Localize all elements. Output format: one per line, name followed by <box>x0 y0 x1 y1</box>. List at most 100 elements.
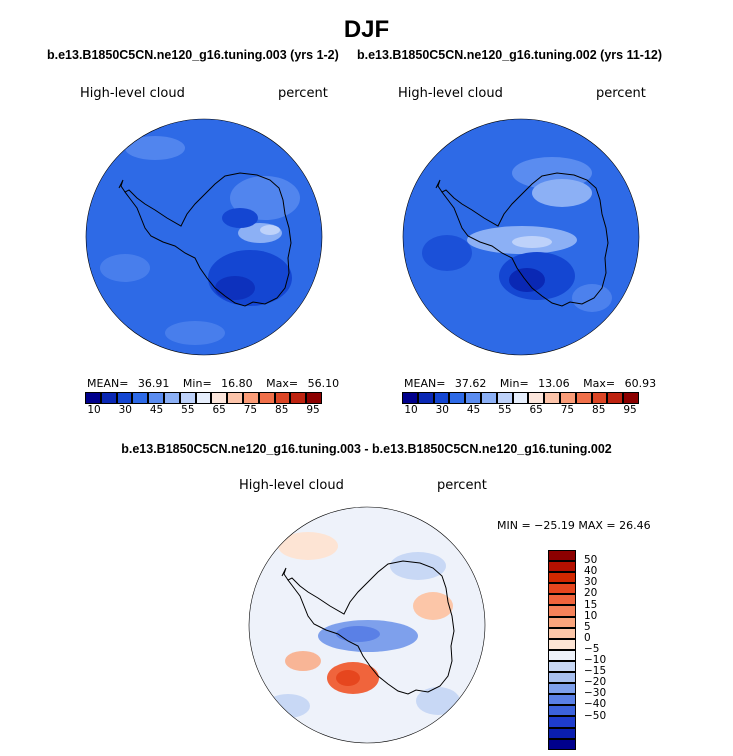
panel3-units-label: percent <box>437 478 487 493</box>
diff-colorbar-swatch <box>548 660 576 673</box>
diff-colorbar-swatch <box>548 616 576 628</box>
diff-colorbar-tick-label: 30 <box>584 576 598 589</box>
colorbar-tick-label: 65 <box>529 404 543 416</box>
diff-colorbar-tick-label: −5 <box>584 642 600 655</box>
panel3-minmax-text: MIN = −25.19 MAX = 26.46 <box>497 519 651 532</box>
colorbar-tick-label: 75 <box>243 404 258 416</box>
colorbar-tick-label: 85 <box>275 404 289 416</box>
diff-colorbar-swatch <box>548 605 576 617</box>
run-a-title: b.e13.B1850C5CN.ne120_g16.tuning.003 (yr… <box>47 48 339 62</box>
diff-colorbar-tick-label: −50 <box>584 709 607 722</box>
colorbar-tick-label: 10 <box>404 404 418 416</box>
diff-colorbar-tick-label: −20 <box>584 676 607 689</box>
panel2-mean-value: 37.62 <box>454 377 487 390</box>
diff-colorbar-swatch <box>548 672 576 684</box>
colorbar-swatch <box>559 392 576 404</box>
map1-cloud-patch <box>260 225 280 235</box>
map2-border <box>402 118 640 356</box>
panel1-mean-label: MEAN= <box>87 377 129 390</box>
colorbar-swatch <box>195 392 212 404</box>
panel1-variable-label: High-level cloud <box>80 86 185 101</box>
colorbar-swatch <box>480 392 497 404</box>
diff-colorbar: 50 40 30 20 15 10 5 0 −5 −10 −15 −20 −30 −40 −50 <box>548 550 638 750</box>
map1-cloud-patch <box>125 136 185 160</box>
map3-diff-patch <box>416 687 460 715</box>
panel1-min-value: 16.80 <box>221 377 253 390</box>
map2-antarctica-coastline <box>441 172 609 307</box>
map2-cloud-patch <box>422 235 472 271</box>
map3-diff-patch <box>266 694 310 718</box>
colorbar-tick-label: 30 <box>118 404 132 416</box>
map3-peninsula-coastline <box>281 567 289 581</box>
colorbar-swatch <box>607 392 624 404</box>
diff-colorbar-tick-label: −30 <box>584 687 607 700</box>
map1-antarctica-coastline <box>124 172 292 307</box>
map2-peninsula-coastline <box>435 179 443 193</box>
colorbar-tick-label: 95 <box>623 404 637 416</box>
map2-cloud-patch <box>509 268 545 292</box>
panel2-max-value: 60.93 <box>624 377 657 390</box>
map1-cloud-patch <box>100 254 150 282</box>
diff-colorbar-tick-label: 40 <box>584 565 598 578</box>
colorbar-tick-label: 55 <box>498 404 512 416</box>
colorbar-swatch <box>591 392 608 404</box>
panel1-units-label: percent <box>278 86 328 101</box>
map3-diff-patch <box>278 532 338 560</box>
colorbar-tick-label: 75 <box>560 404 575 416</box>
diff-colorbar-swatch <box>548 583 576 595</box>
panel2-min-value: 13.06 <box>538 377 570 390</box>
colorbar-swatch <box>290 392 307 404</box>
diff-colorbar-tick-label: 10 <box>584 609 598 622</box>
colorbar-swatch <box>274 392 291 404</box>
colorbar-swatch <box>179 392 196 404</box>
map3-diff-patch <box>336 626 380 642</box>
diff-colorbar-swatch <box>548 550 576 562</box>
diff-colorbar-swatch <box>548 594 576 606</box>
diff-colorbar-tick-label: 15 <box>584 598 598 611</box>
panel2-min-label: Min= <box>499 377 529 390</box>
diff-colorbar-swatch <box>548 572 576 584</box>
colorbar-swatch <box>100 392 117 404</box>
colorbar-tick-label: 10 <box>87 404 101 416</box>
diff-colorbar-tick-label: 5 <box>584 620 591 633</box>
panel1-mean-value: 36.91 <box>137 377 170 390</box>
colorbar-swatch <box>163 392 180 404</box>
colorbar-swatch <box>227 392 243 404</box>
colorbar-swatch <box>544 392 560 404</box>
map3-diff-patch <box>285 651 321 671</box>
diff-colorbar-swatch <box>548 705 576 717</box>
colorbar-tick-label: 45 <box>466 404 481 416</box>
diff-colorbar-tick-label: 50 <box>584 554 598 567</box>
map-panel1 <box>85 118 323 356</box>
colorbar-swatch <box>449 392 466 404</box>
colorbar-swatch <box>306 392 322 404</box>
colorbar-swatch <box>417 392 434 404</box>
colorbar-swatch <box>211 392 228 404</box>
map1-peninsula-coastline <box>118 179 126 193</box>
panel2-max-label: Max= <box>583 377 616 390</box>
diff-colorbar-swatch <box>548 738 576 750</box>
colorbar-swatch <box>623 392 639 404</box>
diff-colorbar-swatch <box>548 561 576 573</box>
panel1-max-label: Max= <box>266 377 299 390</box>
colorbar-swatch <box>402 392 418 404</box>
map2-cloud-patch <box>572 284 612 312</box>
map2-cloud-patch <box>532 179 592 207</box>
map1-background-field <box>86 119 322 355</box>
colorbar-swatch <box>433 392 450 404</box>
run-b-title: b.e13.B1850C5CN.ne120_g16.tuning.002 (yr… <box>357 48 663 62</box>
map3-diff-patch <box>413 592 453 620</box>
diff-colorbar-tick-label: 0 <box>584 631 591 644</box>
panel2-units-label: percent <box>596 86 646 101</box>
colorbar-tick-label: 55 <box>181 404 195 416</box>
diff-colorbar-swatch <box>548 627 576 639</box>
map2-cloud-patch <box>512 236 552 248</box>
map1-cloud-patch <box>222 208 258 228</box>
panel3-variable-label: High-level cloud <box>239 478 344 493</box>
map-panel3 <box>248 506 486 744</box>
diff-colorbar-tick-label: 20 <box>584 587 598 600</box>
panel1-colorbar: 10 30 45 55 65 75 85 95 <box>85 392 322 418</box>
panel2-colorbar: 10 30 45 55 65 75 85 95 <box>402 392 639 418</box>
map1-cloud-patch <box>208 250 292 306</box>
diff-colorbar-swatch <box>548 727 576 739</box>
